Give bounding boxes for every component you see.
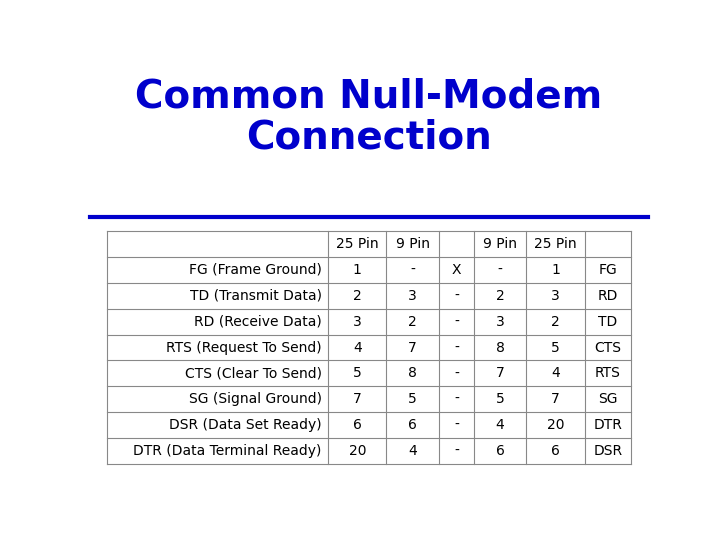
Text: 7: 7 <box>551 392 560 406</box>
Text: 25 Pin: 25 Pin <box>534 237 577 251</box>
Text: 8: 8 <box>408 367 417 380</box>
Text: TD (Transmit Data): TD (Transmit Data) <box>189 289 322 303</box>
Text: FG: FG <box>598 263 617 277</box>
Text: FG (Frame Ground): FG (Frame Ground) <box>189 263 322 277</box>
Text: DTR (Data Terminal Ready): DTR (Data Terminal Ready) <box>133 444 322 458</box>
Text: 4: 4 <box>408 444 417 458</box>
Text: TD: TD <box>598 315 618 329</box>
Text: 25 Pin: 25 Pin <box>336 237 379 251</box>
Text: 3: 3 <box>408 289 417 303</box>
Text: SG (Signal Ground): SG (Signal Ground) <box>189 392 322 406</box>
Text: RTS: RTS <box>595 367 621 380</box>
Text: -: - <box>410 263 415 277</box>
Text: 3: 3 <box>496 315 505 329</box>
Text: 4: 4 <box>496 418 505 432</box>
Text: RD: RD <box>598 289 618 303</box>
Text: 1: 1 <box>353 263 361 277</box>
Text: 7: 7 <box>496 367 505 380</box>
Text: DSR (Data Set Ready): DSR (Data Set Ready) <box>169 418 322 432</box>
Text: 5: 5 <box>496 392 505 406</box>
Text: 6: 6 <box>551 444 560 458</box>
Text: 4: 4 <box>353 341 361 355</box>
Text: Common Null-Modem
Connection: Common Null-Modem Connection <box>135 77 603 156</box>
Text: 5: 5 <box>353 367 361 380</box>
Text: 6: 6 <box>408 418 417 432</box>
Text: 7: 7 <box>408 341 417 355</box>
Text: 2: 2 <box>408 315 417 329</box>
Text: -: - <box>454 367 459 380</box>
Text: 5: 5 <box>551 341 560 355</box>
Text: 3: 3 <box>551 289 560 303</box>
Text: 20: 20 <box>546 418 564 432</box>
Text: 9 Pin: 9 Pin <box>483 237 517 251</box>
Text: 7: 7 <box>353 392 361 406</box>
Text: 4: 4 <box>551 367 560 380</box>
Text: 6: 6 <box>353 418 361 432</box>
Text: 2: 2 <box>353 289 361 303</box>
Text: 6: 6 <box>495 444 505 458</box>
Text: -: - <box>454 392 459 406</box>
Text: DSR: DSR <box>593 444 623 458</box>
Text: 3: 3 <box>353 315 361 329</box>
Text: 2: 2 <box>496 289 505 303</box>
Text: X: X <box>451 263 462 277</box>
Text: -: - <box>454 444 459 458</box>
Text: CTS: CTS <box>595 341 621 355</box>
Text: 9 Pin: 9 Pin <box>396 237 430 251</box>
Text: -: - <box>454 315 459 329</box>
Text: RD (Receive Data): RD (Receive Data) <box>194 315 322 329</box>
Text: SG: SG <box>598 392 618 406</box>
Text: 5: 5 <box>408 392 417 406</box>
Text: 2: 2 <box>551 315 560 329</box>
Text: -: - <box>454 341 459 355</box>
Text: -: - <box>498 263 503 277</box>
Text: -: - <box>454 418 459 432</box>
Text: -: - <box>454 289 459 303</box>
Text: DTR: DTR <box>593 418 622 432</box>
Text: 8: 8 <box>495 341 505 355</box>
Text: CTS (Clear To Send): CTS (Clear To Send) <box>184 367 322 380</box>
Text: 20: 20 <box>348 444 366 458</box>
Text: RTS (Request To Send): RTS (Request To Send) <box>166 341 322 355</box>
Text: 1: 1 <box>551 263 560 277</box>
